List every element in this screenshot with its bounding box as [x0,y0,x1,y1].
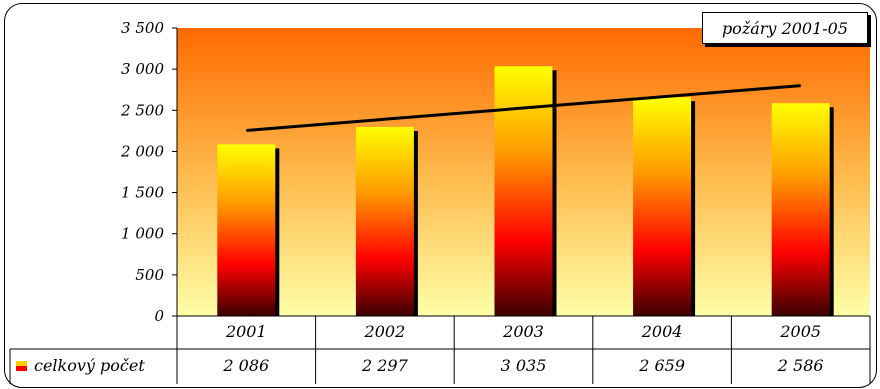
data-table: 2001 2 086 2002 2 297 2003 3 035 2004 2 659 2005… [9,315,871,384]
trendline [246,84,801,132]
x-category-label: 2001 [225,322,267,341]
x-category-label: 2004 [641,322,683,341]
y-axis: 0 500 1 000 1 500 2 000 2 500 3 000 3 500 [120,19,178,325]
y-tick-label: 1 500 [121,184,164,202]
data-value-label: 2 086 [222,356,269,375]
series-name: celkový počet [34,356,145,375]
x-category-label: 2005 [779,322,821,341]
y-tick-label: 1 000 [121,225,164,243]
data-value-label: 2 659 [638,356,685,375]
data-value-label: 2 297 [361,356,409,375]
y-tick-label: 2 500 [120,101,164,119]
y-tick-label: 500 [135,266,164,284]
bar [771,103,830,317]
chart-title: požáry 2001-05 [702,12,868,44]
bars [217,66,834,317]
bar [217,144,276,316]
bar [494,66,553,317]
y-tick-label: 2 000 [120,142,164,160]
y-tick-label: 3 500 [121,19,164,37]
x-category-label: 2003 [502,322,544,341]
y-tick-label: 3 000 [121,60,164,78]
data-value-label: 2 586 [777,356,824,375]
legend-key [16,366,27,371]
bar [633,97,692,316]
data-value-label: 3 035 [501,356,547,375]
x-category-label: 2002 [364,322,406,341]
bar [355,126,414,316]
y-tick-label: 0 [154,307,164,325]
